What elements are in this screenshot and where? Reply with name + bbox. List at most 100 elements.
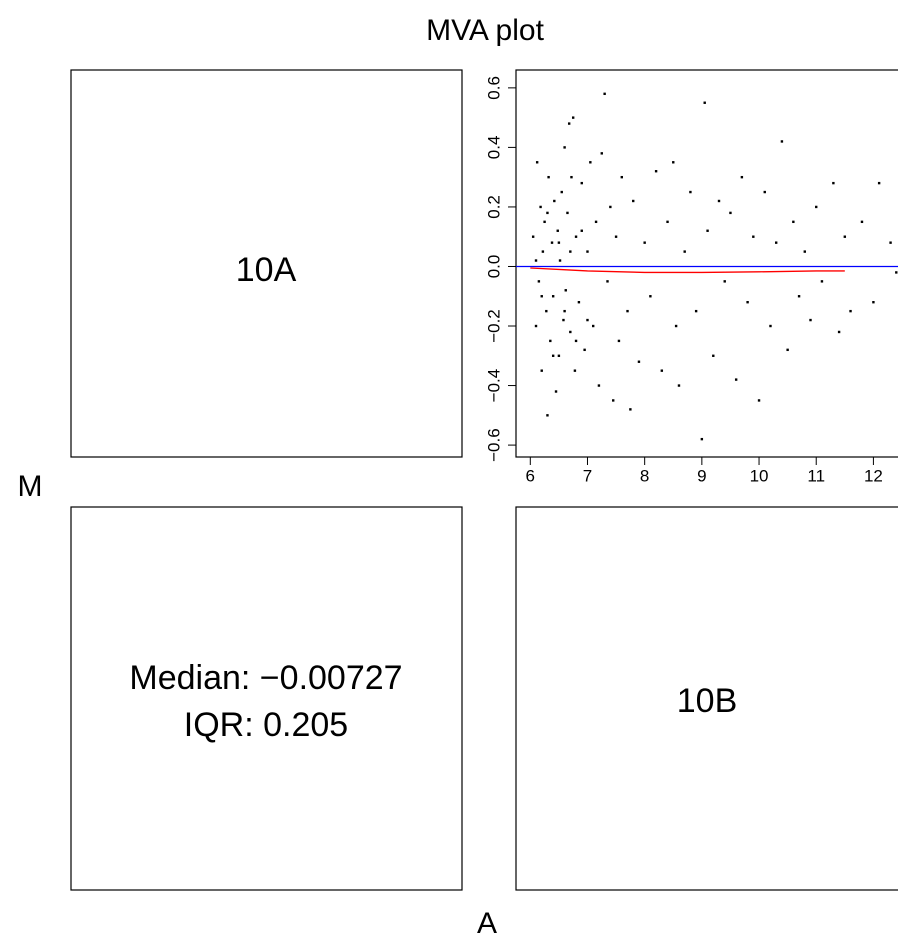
point <box>677 384 681 387</box>
point <box>849 309 852 313</box>
point <box>597 384 601 387</box>
y-tick-label: 0.0 <box>484 255 503 279</box>
panel-box <box>515 69 898 458</box>
point <box>637 360 641 363</box>
point <box>570 175 573 179</box>
point <box>729 211 732 215</box>
panel-box <box>515 506 898 891</box>
point <box>569 330 572 334</box>
x-tick-label: 10 <box>750 466 769 485</box>
point <box>569 250 572 253</box>
point <box>694 309 698 313</box>
y-tick-label: −0.2 <box>484 309 503 343</box>
point <box>683 250 686 253</box>
point <box>541 250 545 253</box>
point <box>654 170 658 173</box>
point <box>837 330 841 334</box>
point <box>594 220 598 224</box>
point <box>803 250 806 253</box>
point <box>706 229 709 232</box>
point <box>600 152 603 155</box>
point <box>580 181 583 185</box>
point <box>877 181 881 185</box>
point <box>703 101 706 104</box>
point <box>563 146 566 149</box>
point <box>609 205 612 209</box>
x-axis-label: A <box>477 907 497 940</box>
point <box>774 241 778 244</box>
point <box>717 199 721 203</box>
point <box>843 235 847 238</box>
point <box>566 211 569 215</box>
point <box>757 399 761 402</box>
point <box>557 241 561 244</box>
panel-label: 10B <box>677 682 738 720</box>
point <box>546 211 549 215</box>
point <box>763 190 766 194</box>
scatter-area <box>516 92 898 441</box>
point <box>586 250 589 253</box>
point <box>574 235 578 238</box>
point <box>574 339 578 343</box>
point <box>567 122 571 125</box>
point <box>543 220 546 224</box>
y-tick-label: −0.6 <box>484 428 503 462</box>
point <box>797 295 801 298</box>
point <box>700 437 704 441</box>
point <box>556 229 559 232</box>
point <box>643 241 646 244</box>
point <box>531 235 535 238</box>
x-tick-label: 6 <box>526 466 535 485</box>
point <box>563 309 566 313</box>
stat-annotation: Median: −0.00727 <box>129 659 402 697</box>
point <box>786 348 789 352</box>
point <box>632 199 635 203</box>
point <box>603 92 606 96</box>
point <box>553 199 556 203</box>
point <box>752 235 755 238</box>
y-axis-label: M <box>18 470 43 503</box>
point <box>592 324 595 328</box>
point <box>580 229 583 232</box>
fit-line <box>530 267 845 274</box>
point <box>629 408 632 411</box>
point <box>557 354 561 357</box>
point <box>660 369 664 372</box>
point <box>895 271 898 274</box>
point <box>534 259 538 262</box>
point <box>723 280 726 283</box>
point <box>535 161 539 164</box>
point <box>746 301 749 304</box>
x-tick-label: 11 <box>807 466 825 485</box>
point <box>564 289 567 292</box>
point <box>589 161 592 164</box>
point <box>562 318 565 322</box>
x-tick-label: 7 <box>583 466 592 485</box>
point <box>769 324 772 328</box>
point <box>586 318 589 322</box>
point <box>540 369 543 372</box>
point <box>617 339 621 343</box>
panel-box <box>70 69 463 458</box>
point <box>549 339 552 343</box>
point <box>815 205 818 209</box>
point <box>614 235 618 238</box>
point <box>606 280 609 283</box>
point <box>712 354 715 357</box>
stat-annotation: IQR: 0.205 <box>184 706 348 744</box>
chart-title: MVA plot <box>426 14 544 47</box>
point <box>832 181 835 185</box>
point <box>550 241 554 244</box>
point <box>551 354 555 357</box>
point <box>612 399 615 402</box>
point <box>545 309 548 313</box>
point <box>620 175 623 179</box>
point <box>560 190 563 194</box>
point <box>740 175 744 179</box>
point <box>534 324 538 328</box>
point <box>689 190 692 194</box>
point <box>537 280 541 283</box>
point <box>577 301 581 304</box>
point <box>666 220 669 224</box>
